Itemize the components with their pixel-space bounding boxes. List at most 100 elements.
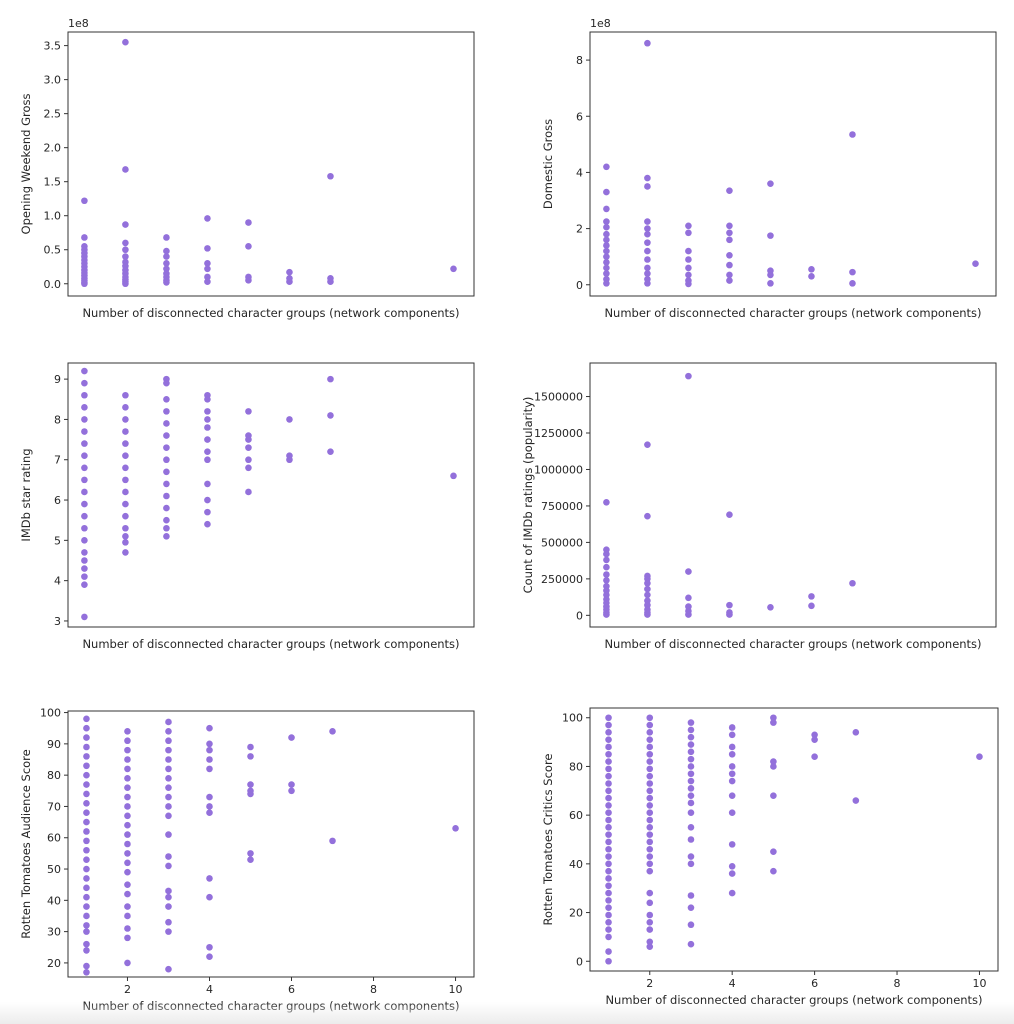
data-point [83,724,90,732]
y-tick-label: 80 [47,769,61,782]
data-point [163,504,170,512]
data-point [767,604,774,611]
data-point [450,472,457,480]
data-point [644,611,651,618]
data-point [327,412,334,419]
y-axis-label: Opening Weekend Gross [19,94,33,235]
data-point [165,737,172,745]
y-tick-label: 8 [576,54,583,67]
data-point [206,953,213,960]
data-point [83,865,90,873]
data-point [728,724,736,731]
data-point [687,733,695,741]
data-point [124,784,131,791]
data-point [687,726,695,734]
data-point [163,379,170,387]
data-point [603,258,610,266]
data-point [605,853,612,860]
data-point [646,750,654,758]
y-axis-label: Domestic Gross [541,119,555,209]
data-point [685,222,692,230]
data-point [726,277,733,284]
x-axis-label: Number of disconnected character groups … [604,637,981,651]
data-point [81,428,88,435]
data-point [204,245,211,252]
data-point [83,734,90,741]
data-point [687,792,695,799]
data-point [770,792,777,799]
data-point [728,763,736,770]
data-point [204,416,211,423]
data-point [122,440,129,447]
data-point [644,225,651,232]
data-point [122,512,129,520]
data-point [687,904,695,911]
data-point [83,790,90,798]
data-point [605,838,612,846]
data-point [247,753,254,760]
data-point [605,860,612,868]
data-point [605,926,612,933]
data-point [204,408,211,415]
data-point [811,731,818,739]
data-point [646,765,654,773]
data-point [83,884,90,892]
data-point [646,824,654,831]
data-point [83,846,90,854]
data-point [685,247,692,255]
data-point [81,391,88,399]
data-point [122,253,129,260]
data-point [81,234,88,241]
data-point [81,512,88,520]
data-point [603,577,610,584]
y-axis-label: Rotten Tomatoes Critics Score [541,753,555,925]
data-point [122,280,129,288]
data-point [163,533,170,540]
data-point [83,762,90,770]
y-axis-label: Rotten Tomatoes Audience Score [19,749,33,938]
axes-frame [589,707,999,972]
data-point [605,750,612,758]
data-point [163,260,170,267]
data-point [83,947,90,954]
data-point [687,860,695,868]
data-point [83,809,90,817]
data-point [728,792,736,799]
data-point [685,280,692,288]
data-point [327,172,334,180]
data-point [81,557,88,564]
data-point [83,753,90,760]
data-point [83,922,90,929]
data-point [770,763,777,770]
data-point [685,611,692,618]
data-point [122,38,129,46]
data-point [204,424,211,431]
data-point [728,809,736,817]
data-point [81,488,88,496]
data-point [124,868,131,876]
y-tick-label: 2.5 [44,108,62,121]
data-point [644,230,651,238]
data-point [329,837,336,845]
data-point [206,765,213,773]
data-point [245,456,252,464]
data-point [81,464,88,472]
axes-frame [589,31,997,297]
data-point [81,197,88,205]
data-point [165,862,172,870]
data-point [646,899,654,907]
y-tick-label: 20 [47,957,61,970]
data-point [603,571,610,578]
data-point [163,408,170,415]
data-point [603,611,610,618]
data-point [687,763,695,770]
data-point [165,918,172,926]
data-point [605,831,612,838]
data-point [165,831,172,838]
data-point [163,516,170,524]
data-point [603,205,610,213]
data-point [605,772,612,780]
data-point [163,524,170,532]
data-point [770,848,777,855]
y-tick-label: 750000 [541,500,583,513]
